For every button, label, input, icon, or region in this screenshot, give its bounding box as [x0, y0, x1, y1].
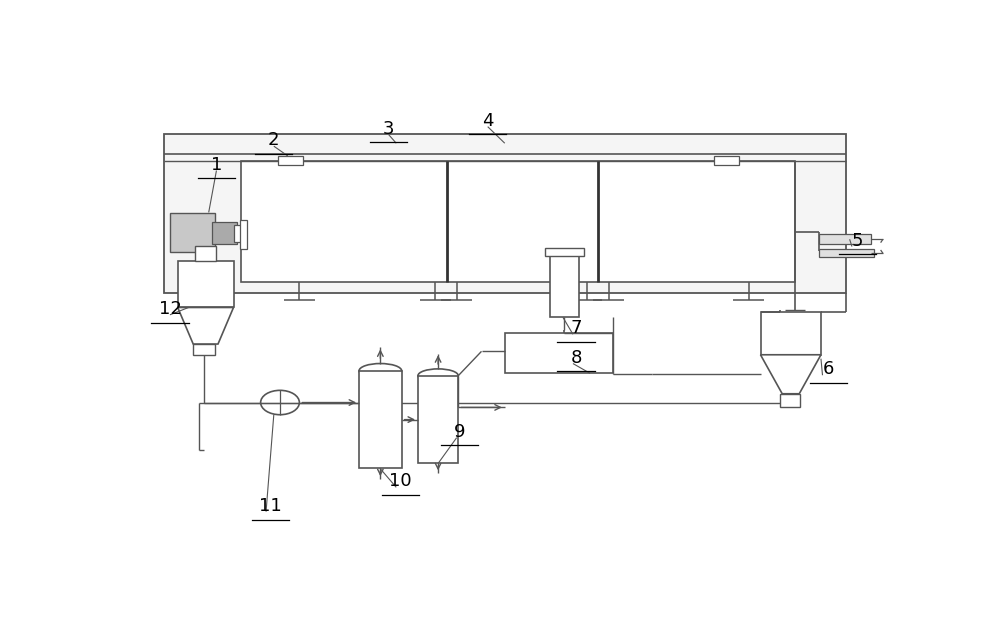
Bar	[359, 371, 402, 468]
Bar	[241, 161, 795, 282]
Polygon shape	[178, 308, 234, 344]
Text: 11: 11	[259, 497, 282, 515]
Text: 9: 9	[454, 423, 466, 441]
Polygon shape	[761, 354, 821, 394]
Bar	[714, 156, 739, 165]
Bar	[505, 334, 613, 373]
Bar	[418, 376, 458, 463]
Bar	[278, 156, 303, 165]
Text: 12: 12	[159, 300, 181, 318]
Text: 10: 10	[389, 472, 411, 491]
Bar	[819, 234, 871, 244]
Text: 5: 5	[852, 232, 863, 249]
Bar	[240, 220, 247, 249]
Text: 8: 8	[570, 349, 582, 367]
Bar	[819, 249, 874, 257]
Bar	[170, 213, 215, 253]
Bar	[761, 312, 821, 354]
Bar	[545, 248, 584, 256]
Text: 2: 2	[268, 131, 280, 149]
Bar	[234, 225, 243, 242]
Bar	[780, 394, 800, 408]
Text: 6: 6	[823, 360, 834, 379]
Text: 4: 4	[482, 112, 493, 130]
Text: 7: 7	[570, 320, 582, 337]
Bar	[212, 222, 237, 244]
Text: 1: 1	[211, 156, 222, 173]
Text: 3: 3	[383, 120, 394, 137]
Bar	[164, 134, 846, 293]
Bar	[550, 256, 579, 317]
Bar	[178, 261, 234, 308]
Bar	[193, 344, 215, 355]
Bar	[195, 246, 216, 261]
